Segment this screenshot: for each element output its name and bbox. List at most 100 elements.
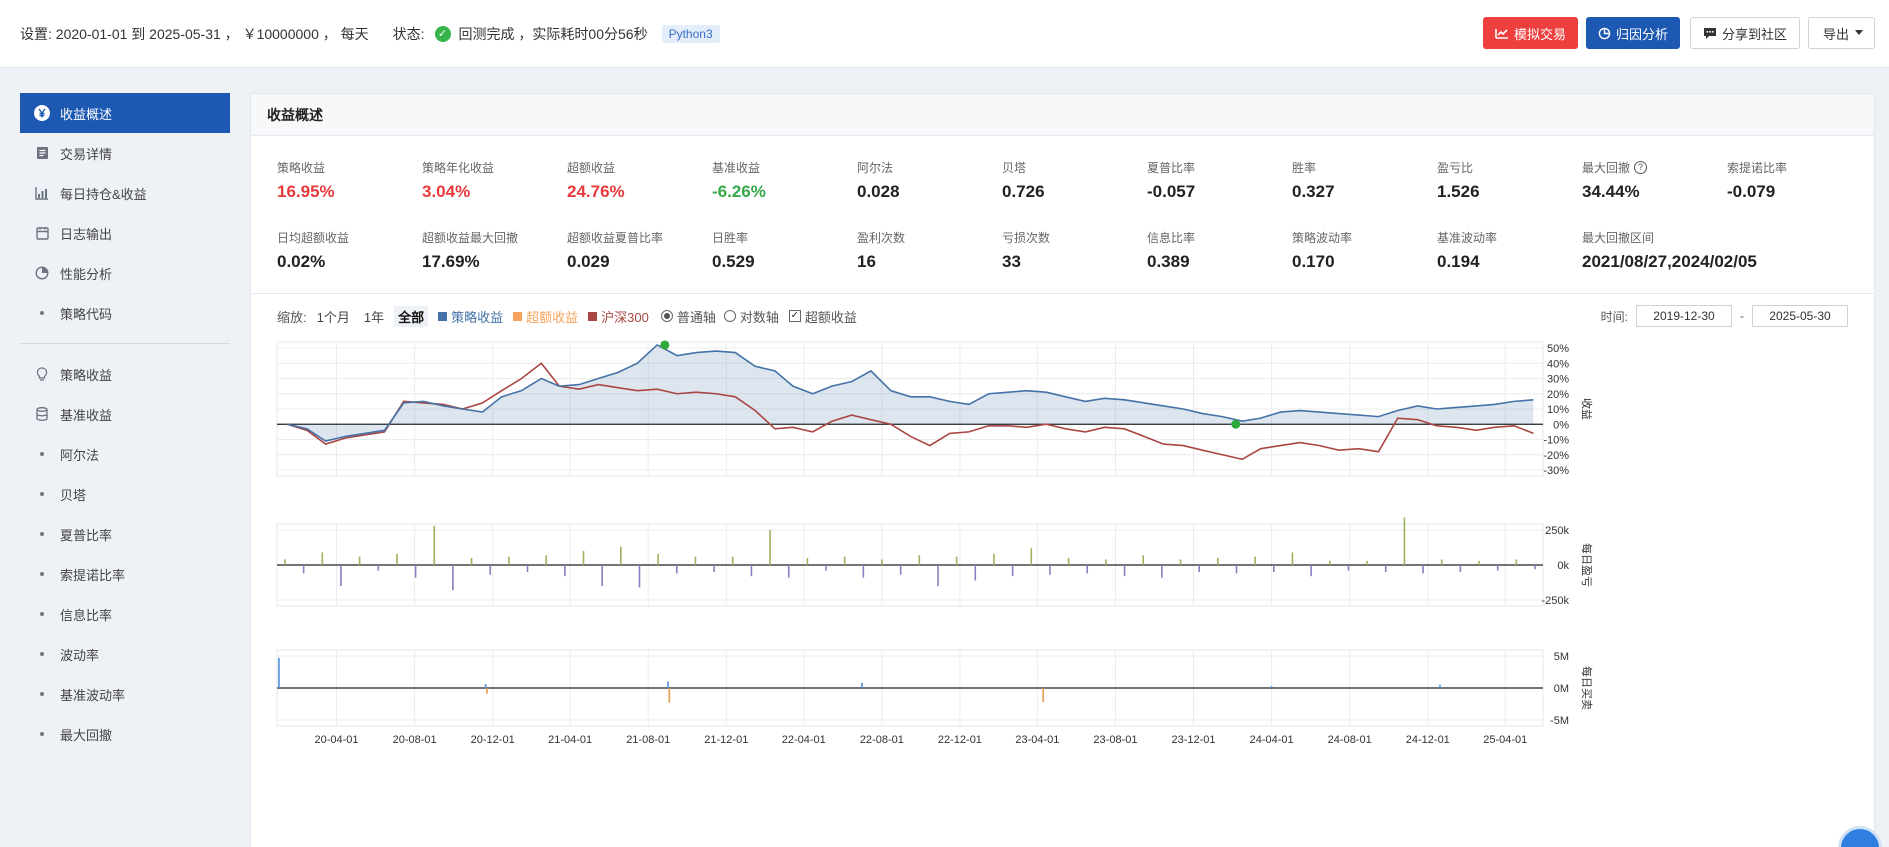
sidebar-item-trade-details[interactable]: 交易详情 (20, 133, 230, 173)
pnl-bar (974, 565, 977, 581)
metric-label: 基准波动率 (1437, 231, 1498, 245)
pnl-bar (881, 559, 883, 565)
metric-value: 34.44% (1582, 182, 1640, 201)
sidebar-item-alpha[interactable]: 阿尔法 (20, 434, 230, 474)
x-tick-label: 21-12-01 (704, 734, 748, 746)
bulb-icon (34, 366, 50, 382)
export-dropdown[interactable]: 导出 (1807, 17, 1875, 49)
sidebar-item-performance-analysis[interactable]: 性能分析 (20, 253, 230, 293)
sidebar-item-label: 策略代码 (60, 306, 113, 322)
pnl-bar (1142, 555, 1145, 565)
attribution-analysis-button[interactable]: 归因分析 (1585, 17, 1680, 49)
language-badge: Python3 (661, 24, 720, 43)
share-to-community-button[interactable]: 分享到社区 (1689, 17, 1800, 49)
yen-icon (34, 105, 50, 121)
pnl-bar (358, 556, 361, 565)
metric-label: 日胜率 (712, 231, 749, 245)
pnl-bar (601, 565, 603, 586)
metric-value: 0.529 (712, 252, 755, 271)
sidebar-item-benchmark-returns[interactable]: 基准收益 (20, 394, 230, 434)
returns-charts[interactable]: 50% 40% 30% 20% 10% 0% -10% -20% -30% 收益 250k 0k -25… (251, 338, 1876, 808)
help-icon[interactable]: ? (1634, 161, 1648, 174)
metric-label: 亏损次数 (1002, 231, 1051, 245)
sidebar-item-volatility[interactable]: 波动率 (20, 634, 230, 674)
chat-bubble-icon (1703, 27, 1716, 39)
sidebar-item-daily-holdings[interactable]: 每日持仓&收益 (20, 173, 230, 213)
x-tick-label: 22-04-01 (782, 734, 826, 746)
pnl-bar (955, 556, 958, 565)
normal-axis-radio[interactable] (660, 310, 673, 322)
sidebar-item-information-ratio[interactable]: 信息比率 (20, 594, 230, 634)
x-tick-label: 21-04-01 (548, 734, 592, 746)
chart-panel-3: 5M 0M -5M 每日买卖 (276, 649, 1594, 727)
metric-value: 2021/08/27,2024/02/05 (1582, 252, 1757, 271)
caret-down-icon (1855, 30, 1863, 35)
pnl-bar (1310, 565, 1312, 577)
sidebar-item-max-drawdown[interactable]: 最大回撤 (20, 714, 230, 754)
sidebar-item-benchmark-volatility[interactable]: 基准波动率 (20, 674, 230, 714)
sidebar-item-label: 收益概述 (60, 106, 113, 122)
pnl-bar (787, 565, 790, 578)
bullet-icon (40, 311, 44, 315)
excess-return-checkbox[interactable]: ✓ (788, 310, 801, 322)
pnl-bar (713, 565, 715, 572)
pnl-bar (321, 552, 324, 565)
metric-benchmark-volatility: 基准波动率 0.194 (1437, 229, 1577, 272)
zoom-1-month-button[interactable]: 1个月 (316, 309, 350, 325)
time-label: 时间: (1600, 309, 1628, 324)
sidebar-item-beta[interactable]: 贝塔 (20, 474, 230, 514)
chart-panel-2: 250k 0k -250k 每日盈亏 (276, 517, 1594, 607)
simulate-trading-button[interactable]: 模拟交易 (1482, 17, 1578, 49)
y-tick-label: 0k (1557, 560, 1569, 572)
trade-bar (1439, 684, 1441, 688)
y-tick-label: 5M (1554, 651, 1569, 663)
metric-label: 胜率 (1292, 161, 1317, 175)
legend-hs300[interactable]: 沪深300 (588, 307, 649, 326)
pnl-bar (1235, 565, 1238, 574)
metric-information-ratio: 信息比率 0.389 (1147, 229, 1287, 272)
x-tick-label: 20-04-01 (315, 734, 359, 746)
sidebar-item-strategy-returns[interactable]: 策略收益 (20, 354, 230, 394)
end-date-input[interactable]: 2025-05-30 (1752, 305, 1848, 327)
y-tick-label: -30% (1543, 465, 1569, 477)
metric-label: 索提诺比率 (1727, 161, 1788, 175)
sidebar-item-strategy-code[interactable]: 策略代码 (20, 293, 230, 333)
metric-excess-max-drawdown: 超额收益最大回撤 17.69% (422, 229, 562, 272)
date-separator: - (1740, 309, 1744, 323)
bullet-icon (40, 732, 44, 736)
pnl-bar (1440, 559, 1443, 565)
pnl-bar (1067, 558, 1070, 565)
start-date-input[interactable]: 2019-12-30 (1636, 305, 1732, 327)
legend-strategy-return[interactable]: 策略收益 (438, 307, 503, 326)
metric-win-count: 盈利次数 16 (857, 229, 997, 272)
trade-bar (668, 688, 671, 703)
sidebar-item-returns-overview[interactable]: 收益概述 (20, 93, 230, 133)
legend-excess-return[interactable]: 超额收益 (513, 307, 578, 326)
sidebar-item-label: 每日持仓&收益 (60, 186, 147, 202)
metric-alpha: 阿尔法 0.028 (857, 159, 997, 202)
pnl-bar (582, 551, 585, 565)
action-buttons: 模拟交易 归因分析 分享到社区 导出 (1482, 17, 1875, 49)
metric-value: -0.057 (1147, 182, 1196, 201)
legend-swatch (588, 311, 598, 321)
log-axis-radio[interactable] (723, 310, 736, 322)
pnl-bar (1459, 565, 1462, 572)
metric-benchmark-return: 基准收益 -6.26% (712, 159, 852, 202)
sidebar-item-log-output[interactable]: 日志输出 (20, 213, 230, 253)
sidebar-item-sharpe[interactable]: 夏普比率 (20, 514, 230, 554)
zoom-all-button[interactable]: 全部 (394, 305, 429, 327)
pnl-bar (1217, 558, 1219, 565)
x-tick-label: 23-12-01 (1172, 734, 1216, 746)
zoom-label: 缩放: (277, 309, 307, 325)
legend-swatch (513, 311, 523, 321)
sidebar-item-sortino[interactable]: 索提诺比率 (20, 554, 230, 594)
pnl-bar (414, 565, 417, 578)
pnl-bar (1123, 565, 1126, 577)
excess-return-checkbox-label: 超额收益 (804, 309, 857, 325)
trade-bar (861, 682, 863, 688)
trade-bar (1042, 688, 1044, 703)
metric-label: 策略年化收益 (422, 161, 495, 175)
pnl-bar (508, 556, 510, 565)
zoom-1-year-button[interactable]: 1年 (363, 309, 385, 325)
pnl-bar (1384, 565, 1387, 572)
